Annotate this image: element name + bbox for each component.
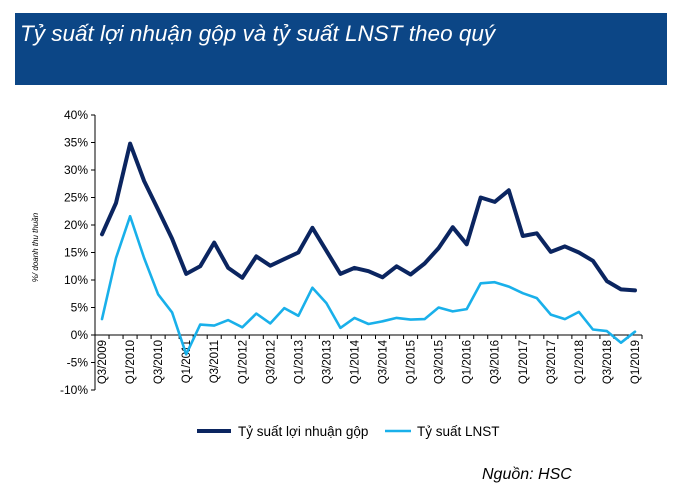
x-tick-label: Q1/2019 [630, 340, 642, 384]
x-tick-label: Q1/2013 [293, 340, 305, 384]
y-tick-label: 5% [71, 301, 89, 315]
legend-label-1: Tỷ suất LNST [417, 424, 500, 439]
x-tick-label: Q3/2011 [209, 340, 221, 383]
x-tick-label: Q3/2009 [97, 340, 109, 384]
y-tick-label: 0% [71, 328, 89, 342]
y-tick-label: 25% [64, 191, 88, 205]
x-tick-label: Q1/2018 [574, 340, 586, 384]
x-tick-label: Q3/2016 [490, 340, 502, 384]
x-tick-label: Q3/2014 [378, 339, 390, 384]
x-tick-label: Q3/2015 [434, 340, 446, 384]
y-tick-label: 20% [64, 218, 88, 232]
y-tick-label: -10% [60, 383, 88, 397]
chart-title: Tỷ suất lợi nhuận gộp và tỷ suất LNST th… [20, 21, 496, 46]
x-tick-label: Q3/2013 [321, 340, 333, 384]
series-line-1 [100, 214, 637, 356]
x-tick-label: Q1/2017 [518, 340, 530, 384]
y-tick-label: 15% [64, 246, 88, 260]
y-axis-title: %/ doanh thu thuần [31, 212, 40, 282]
x-tick-label: Q3/2017 [546, 340, 558, 384]
y-tick-label: -5% [67, 356, 89, 370]
series-line-0 [100, 141, 637, 293]
x-tick-label: Q3/2012 [265, 340, 277, 384]
x-tick-label: Q3/2018 [602, 340, 614, 384]
y-tick-label: 10% [64, 273, 88, 287]
y-tick-label: 35% [64, 136, 88, 150]
x-tick-label: Q1/2015 [406, 340, 418, 384]
x-tick-label: Q1/2014 [349, 339, 361, 384]
legend-label-0: Tỷ suất lợi nhuận gộp [238, 424, 368, 439]
y-tick-label: 40% [64, 108, 88, 122]
x-tick-label: Q1/2016 [462, 340, 474, 384]
x-tick-label: Q1/2012 [237, 340, 249, 384]
y-tick-label: 30% [64, 163, 88, 177]
source-note: Nguồn: HSC [482, 466, 572, 483]
title-banner: Tỷ suất lợi nhuận gộp và tỷ suất LNST th… [15, 13, 667, 85]
x-tick-label: Q1/2010 [125, 340, 137, 384]
x-tick-label: Q3/2010 [153, 340, 165, 384]
